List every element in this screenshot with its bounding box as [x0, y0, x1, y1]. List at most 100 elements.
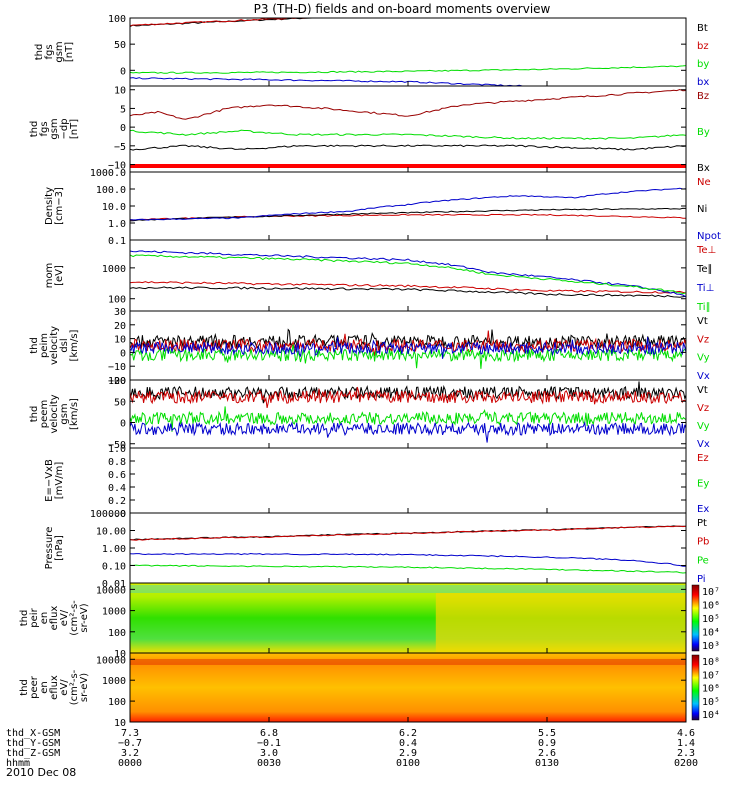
y-tick-label: 30	[114, 307, 126, 318]
y-axis-label-line: [km/s]	[69, 329, 80, 361]
y-axis-label: thdpeerenefluxeV/(cm²-s-sr-eV)	[19, 669, 90, 705]
panel-density: Ne Ni Npot 1000.0 100.0 10.0 1.0 0.1 Density[cm−…	[44, 168, 721, 247]
series-Npot-line	[129, 187, 687, 221]
legend-Npot: Npot	[697, 231, 721, 242]
legend-by: by	[697, 59, 709, 70]
y-tick-label: 10	[114, 649, 126, 660]
panel-fgs_gsm: Bt bz by bx 100 50 0 thdfgsgsm[nT]	[34, 14, 709, 88]
panel-peem_velocity_gsm: Vt Vz Vy Vx 100 50 0 −50 thdpeemvelocitygsm[km/s…	[29, 376, 710, 451]
series-Ti⊥-line	[129, 250, 687, 298]
y-axis-label-line: dsl	[59, 338, 70, 352]
series-by-line	[129, 65, 687, 74]
y-axis-label: thdpeirenefluxeV/(cm²-s-sr-eV)	[19, 600, 90, 636]
y-axis-label-line: [cm−3]	[54, 187, 65, 225]
ephem-value: 0130	[535, 758, 559, 769]
y-tick-label: 100.00	[90, 509, 126, 520]
panel-frame	[129, 171, 687, 241]
legend-Vx: Vx	[697, 371, 710, 382]
ephem-value: 0000	[118, 758, 142, 769]
legend-Vz: Vz	[697, 334, 709, 345]
legend-Ti⊥: Ti⊥	[696, 283, 714, 294]
legend-Ex: Ex	[697, 504, 709, 515]
colorbar	[691, 654, 700, 721]
ephem-value: 3.2	[121, 748, 139, 759]
y-axis-label-line: thd	[34, 44, 45, 61]
panel-peer_en_eflux: 10⁸ 10⁷ 10⁶ 10⁵ 10⁴ 10000 1000 100 10 thdpeerenef…	[19, 652, 720, 729]
y-axis-label-line: [eV]	[54, 265, 65, 286]
y-axis-label: mom[eV]	[44, 263, 65, 289]
y-axis-label-line: thd	[29, 337, 40, 354]
y-axis-label-line: thd	[29, 121, 40, 138]
plot-title: P3 (TH-D) fields and on-board moments ov…	[254, 2, 551, 16]
legend-bz: bz	[697, 41, 709, 52]
y-tick-label: 50	[114, 40, 126, 51]
y-tick-label: 10	[114, 718, 126, 729]
heatmap-band	[130, 659, 686, 665]
series-Vz-line	[129, 330, 687, 357]
legend-Vt: Vt	[697, 385, 708, 396]
y-axis-label-line: [nPa]	[54, 535, 65, 561]
y-tick-label: 1.0	[108, 444, 126, 455]
colorbar-tick-label: 10⁷	[702, 670, 720, 681]
y-tick-label: 100	[108, 295, 126, 306]
y-axis-label-line: en	[39, 681, 50, 694]
y-axis-label-line: eV/	[59, 609, 70, 626]
y-axis-label-line: Density	[44, 187, 55, 225]
legend-Ti∥: Ti∥	[696, 302, 711, 313]
ephem-value: 5.5	[538, 728, 556, 739]
y-axis-label-line: Pressure	[44, 527, 55, 570]
ephem-value: 2.3	[677, 748, 695, 759]
y-tick-label: 20	[114, 321, 126, 332]
y-axis-label: Density[cm−3]	[44, 187, 65, 225]
y-axis-label-line: sr-eV)	[79, 673, 90, 702]
y-tick-label: 100.0	[96, 185, 126, 196]
y-axis-label-line: thd	[19, 679, 30, 696]
ephem-value: −0.1	[257, 738, 281, 749]
panel-peir_en_eflux: 10⁷ 10⁶ 10⁵ 10⁴ 10³ 10000 1000 100 10 thdpeirenef…	[19, 582, 720, 660]
panel-frame	[129, 239, 687, 312]
ephem-value: −0.7	[118, 738, 142, 749]
series-Bz-line	[129, 88, 687, 120]
y-tick-label: 5	[120, 104, 126, 115]
y-axis-label-line: [km/s]	[69, 398, 80, 430]
y-axis-label-line: sr-eV)	[79, 603, 90, 632]
legend-Bt: Bt	[697, 23, 708, 34]
y-axis-label-line: peir	[29, 607, 40, 627]
legend-Ey: Ey	[697, 479, 709, 490]
legend-Pb: Pb	[697, 537, 709, 548]
series-Te⊥-line	[129, 281, 687, 294]
y-tick-label: 0	[120, 348, 126, 359]
y-tick-label: −5	[114, 142, 126, 153]
ephem-row-label: thd_Z-GSM	[6, 748, 60, 759]
y-tick-label: 0.4	[108, 483, 126, 494]
y-tick-label: 0.6	[108, 470, 126, 481]
y-axis-label: E=−VxB[mV/m]	[44, 459, 65, 502]
ephem-value: 0200	[674, 758, 698, 769]
legend-Pe: Pe	[697, 555, 709, 566]
colorbar	[691, 584, 700, 652]
y-axis-label-line: en	[39, 612, 50, 625]
ephem-value: 7.3	[121, 728, 139, 739]
y-tick-label: 10000	[96, 585, 126, 596]
legend-Vx: Vx	[697, 439, 710, 450]
y-axis-label-line: velocity	[49, 326, 60, 365]
y-axis-label-line: eflux	[49, 675, 60, 700]
ephem-value: 3.0	[260, 748, 278, 759]
y-tick-label: 1000.0	[90, 168, 126, 179]
series-Ni-line	[129, 207, 687, 222]
y-tick-label: −10	[108, 161, 126, 172]
colorbar-tick-label: 10⁵	[702, 697, 720, 708]
y-tick-label: 0	[120, 66, 126, 77]
y-tick-label: 10000	[96, 655, 126, 666]
series-Pb-line	[129, 525, 687, 541]
y-axis-label-line: eflux	[49, 606, 60, 631]
y-tick-label: 0.10	[102, 562, 126, 573]
heatmap-warm-region	[435, 593, 686, 653]
colorbar-tick-label: 10⁸	[702, 657, 720, 668]
date-label: 2010 Dec 08	[6, 766, 76, 779]
colorbar-tick-label: 10⁶	[702, 601, 720, 612]
y-axis-label-line: (cm²-s-	[69, 600, 80, 636]
panel-frame	[129, 379, 687, 449]
series-Vx-line	[129, 421, 687, 443]
colorbar-tick-label: 10⁵	[702, 614, 720, 625]
